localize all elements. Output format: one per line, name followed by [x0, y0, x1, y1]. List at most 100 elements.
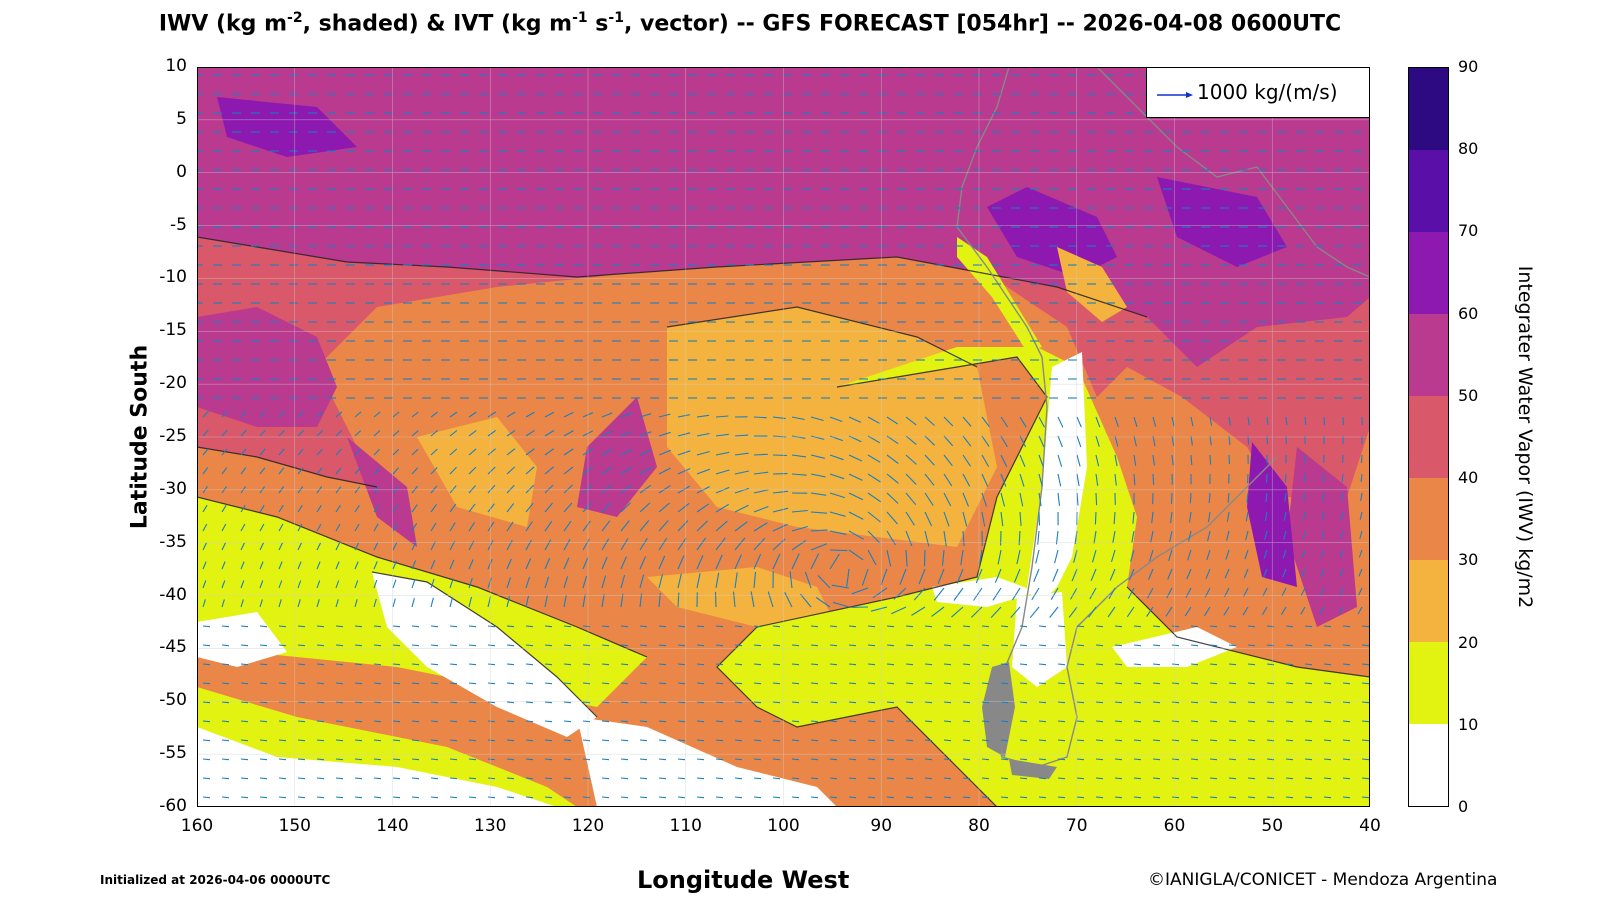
ivt-vector: [525, 739, 534, 742]
ivt-vector: [1281, 606, 1287, 615]
ivt-vector: [953, 587, 964, 601]
ivt-vector: [392, 448, 400, 456]
ivt-vector: [791, 644, 800, 647]
ivt-vector: [1338, 606, 1344, 615]
ivt-vector: [430, 485, 438, 494]
colorbar-segment: [1409, 724, 1448, 806]
ivt-vector: [411, 682, 420, 685]
ivt-vector: [962, 530, 965, 547]
ivt-vector: [411, 777, 420, 780]
colorbar-tick-label: 60: [1458, 303, 1479, 323]
ivt-vector: [354, 504, 360, 513]
ivt-vector: [1057, 473, 1062, 487]
ivt-vector: [1171, 663, 1180, 666]
ivt-vector: [563, 777, 572, 780]
ivt-vector: [677, 796, 686, 799]
y-tick-label: -50: [159, 690, 187, 711]
ivt-vector: [639, 502, 651, 513]
ivt-vector: [886, 416, 899, 425]
ivt-vector: [1247, 720, 1256, 723]
ivt-vector: [430, 777, 439, 780]
ivt-vector: [1285, 796, 1294, 799]
ivt-vector: [1114, 473, 1117, 486]
ivt-vector: [335, 739, 344, 742]
ivt-vector: [1323, 416, 1326, 426]
ivt-vector: [810, 777, 819, 780]
ivt-vector: [240, 777, 249, 780]
ivt-vector: [829, 701, 838, 704]
ivt-vector: [956, 568, 964, 584]
ivt-vector: [1358, 568, 1363, 577]
ivt-vector: [221, 504, 227, 513]
ivt-vector: [202, 625, 211, 628]
ivt-vector: [886, 625, 895, 628]
ivt-vector: [715, 469, 730, 475]
ivt-vector: [1095, 758, 1104, 761]
ivt-vector: [753, 758, 762, 761]
ivt-vector: [1171, 758, 1180, 761]
ivt-vector: [1209, 416, 1213, 426]
ivt-vectors: [197, 74, 1370, 799]
ivt-vector: [487, 777, 496, 780]
ivt-vector: [924, 739, 933, 742]
ivt-vector: [601, 663, 610, 666]
ivt-vector: [411, 739, 420, 742]
ivt-vector: [430, 682, 439, 685]
ivt-vector: [753, 416, 767, 419]
ivt-vector: [259, 701, 268, 704]
ivt-vector: [506, 758, 515, 761]
ivt-vector: [468, 777, 477, 780]
ivt-vector: [905, 416, 917, 426]
ivt-vector: [677, 450, 691, 456]
ivt-vector: [620, 430, 633, 437]
ivt-vector: [696, 644, 705, 647]
ivt-vector: [1033, 568, 1040, 583]
colorbar-segment: [1409, 396, 1448, 478]
ivt-vector: [1304, 663, 1313, 666]
ivt-vector: [1266, 435, 1269, 445]
ivt-vector: [468, 625, 477, 628]
ivt-vector: [601, 412, 613, 418]
ivt-vector: [1342, 644, 1351, 647]
ivt-vector: [202, 467, 209, 475]
ivt-vector: [1342, 796, 1351, 799]
ivt-vector: [848, 777, 857, 780]
ivt-vector: [468, 429, 477, 437]
ivt-vector: [411, 796, 420, 799]
ivt-vector: [525, 701, 534, 704]
ivt-vector: [582, 663, 591, 666]
ivt-vector: [753, 571, 757, 589]
ivt-vector: [658, 467, 671, 475]
ivt-vector: [373, 644, 382, 647]
ivt-vector: [715, 720, 724, 723]
ivt-vector: [846, 568, 850, 587]
ivt-vector: [601, 502, 612, 513]
ivt-vector: [1266, 777, 1275, 780]
ivt-vector: [1209, 625, 1218, 628]
ivt-vector: [1246, 492, 1249, 503]
ivt-vector: [430, 739, 439, 742]
ivt-vector: [677, 701, 686, 704]
ivt-vector: [240, 523, 246, 532]
ivt-vector: [1228, 644, 1237, 647]
ivt-vector: [1019, 701, 1028, 704]
ivt-vector: [620, 520, 630, 532]
ivt-vector: [316, 580, 321, 589]
ivt-vector: [202, 504, 208, 513]
ivt-vector: [810, 682, 819, 685]
ivt-vector: [582, 502, 592, 513]
ivt-vector: [563, 663, 572, 666]
ivt-vector: [1057, 625, 1066, 628]
ivt-vector: [259, 467, 266, 475]
ivt-vector: [696, 701, 705, 704]
ivt-vector: [335, 720, 344, 723]
ivt-vector: [221, 580, 226, 589]
ivt-vector: [1190, 416, 1194, 427]
ivt-vector: [1228, 796, 1237, 799]
ivt-vector: [851, 587, 869, 595]
ivt-vector: [411, 411, 419, 418]
ivt-vector: [620, 739, 629, 742]
ivt-vector: [582, 720, 591, 723]
ivt-vector: [1019, 777, 1028, 780]
ivt-vector: [1264, 530, 1268, 541]
